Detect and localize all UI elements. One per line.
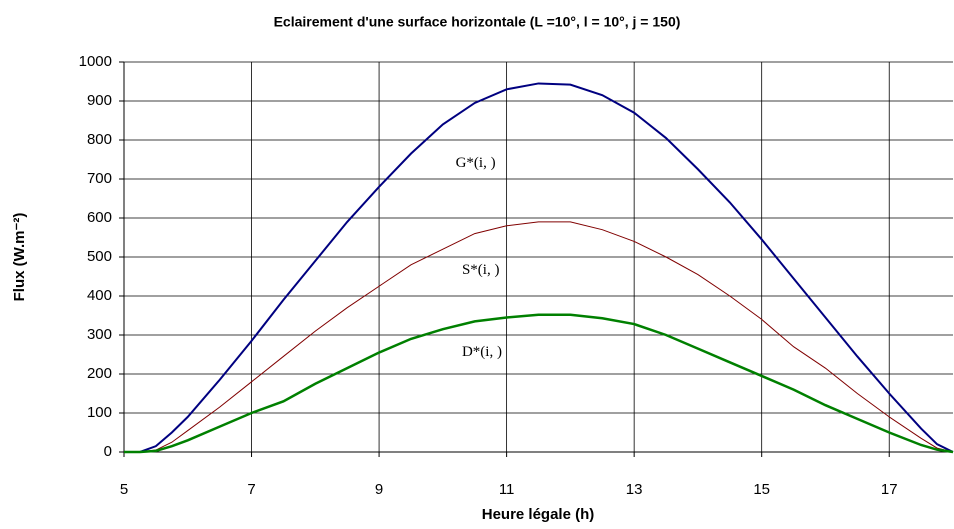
series-line xyxy=(124,82,954,453)
x-tick-label: 15 xyxy=(753,481,770,498)
series-label: S*(i, ) xyxy=(462,262,500,278)
y-tick-label: 100 xyxy=(87,404,112,421)
series-label: D*(i, ) xyxy=(462,344,502,360)
y-tick-label: 500 xyxy=(87,248,112,265)
x-tick-label: 7 xyxy=(247,481,255,498)
y-tick-label: 400 xyxy=(87,287,112,304)
y-tick-label: 600 xyxy=(87,209,112,226)
y-tick-label: 0 xyxy=(104,443,112,460)
y-tick-label: 800 xyxy=(87,131,112,148)
series-label: G*(i, ) xyxy=(456,155,496,171)
series-line xyxy=(124,313,954,454)
y-tick-label: 300 xyxy=(87,326,112,343)
x-axis-title: Heure légale (h) xyxy=(482,506,595,523)
x-tick-label: 9 xyxy=(375,481,383,498)
chart-title: Eclairement d'une surface horizontale (L… xyxy=(274,14,681,30)
x-tick-label: 17 xyxy=(881,481,898,498)
y-tick-label: 200 xyxy=(87,365,112,382)
x-tick-label: 13 xyxy=(626,481,643,498)
x-tick-label: 5 xyxy=(120,481,128,498)
y-tick-label: 700 xyxy=(87,170,112,187)
y-axis-title: Flux (W.m⁻²) xyxy=(11,213,28,302)
y-tick-label: 1000 xyxy=(79,53,112,70)
x-tick-label: 11 xyxy=(499,481,515,498)
y-tick-label: 900 xyxy=(87,92,112,109)
series-line xyxy=(124,221,954,453)
